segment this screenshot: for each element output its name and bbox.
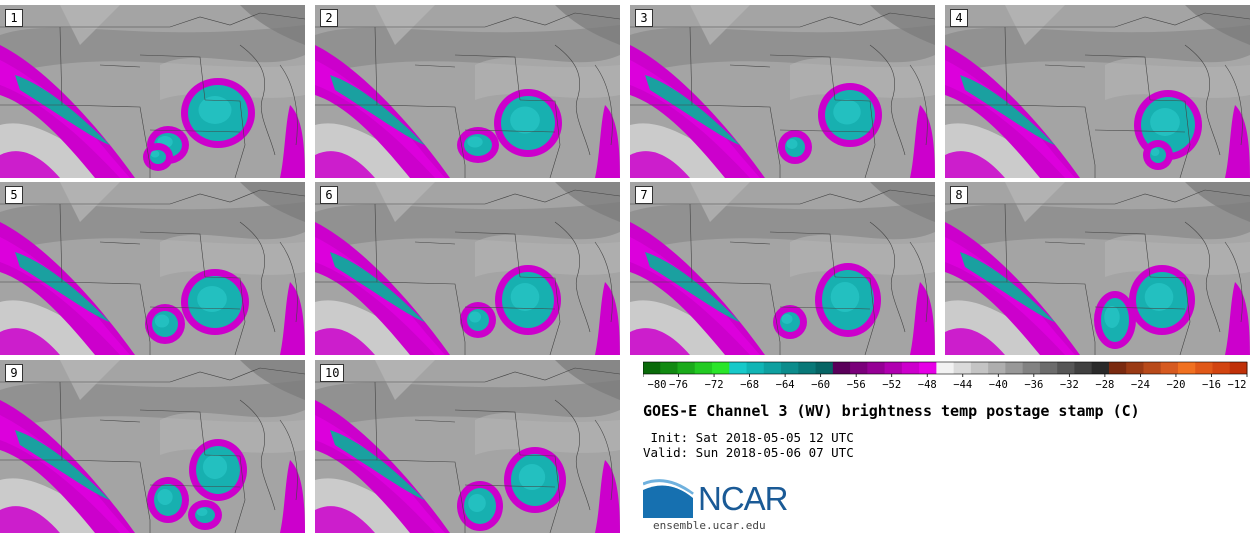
colorbar-tick-label: −76 (669, 379, 688, 391)
colorbar-swatch (1177, 362, 1196, 374)
colorbar-swatch (798, 362, 817, 374)
water-vapor-map (945, 5, 1250, 178)
colorbar-tick-label: −68 (740, 379, 759, 391)
colorbar-tick-label: −36 (1024, 379, 1043, 391)
ensemble-member-panel: 3 (630, 5, 935, 178)
colorbar-tick-label: −12 (1228, 379, 1247, 391)
figure-title: GOES-E Channel 3 (WV) brightness temp po… (643, 402, 1140, 420)
colorbar-swatch (832, 362, 851, 374)
water-vapor-map (315, 5, 620, 178)
init-time: Init: Sat 2018-05-05 12 UTC (643, 430, 854, 445)
colorbar-swatch (1091, 362, 1110, 374)
ensemble-member-panel: 5 (0, 182, 305, 355)
colorbar-swatch (677, 362, 696, 374)
panel-number: 10 (320, 364, 345, 382)
colorbar-swatch (712, 362, 730, 374)
water-vapor-map (630, 182, 935, 355)
colorbar: −80 −76 −72 −68 −64 −60 −56 −52 −48 −44 −40 −36 −32 −… (643, 361, 1248, 391)
ensemble-member-panel: 4 (945, 5, 1250, 178)
colorbar-tick-label: −52 (882, 379, 901, 391)
colorbar-swatch (1212, 362, 1231, 374)
panel-number: 2 (320, 9, 338, 27)
colorbar-swatch (643, 362, 661, 374)
colorbar-swatch (1126, 362, 1144, 374)
colorbar-swatch (1039, 362, 1058, 374)
panel-number: 6 (320, 186, 338, 204)
panel-number: 9 (5, 364, 23, 382)
panel-number: 7 (635, 186, 653, 204)
colorbar-swatch (1005, 362, 1024, 374)
source-url: ensemble.ucar.edu (653, 519, 766, 532)
ensemble-member-panel: 9 (0, 360, 305, 533)
water-vapor-map (945, 182, 1250, 355)
colorbar-swatch (660, 362, 679, 374)
water-vapor-map (630, 5, 935, 178)
colorbar-tick-label: −32 (1060, 379, 1079, 391)
water-vapor-map (0, 182, 305, 355)
colorbar-tick-label: −48 (918, 379, 937, 391)
colorbar-swatch (1229, 362, 1248, 374)
panel-number: 3 (635, 9, 653, 27)
panel-number: 1 (5, 9, 23, 27)
water-vapor-map (0, 5, 305, 178)
colorbar-tick-label: −24 (1131, 379, 1150, 391)
water-vapor-map (315, 182, 620, 355)
panel-number: 4 (950, 9, 968, 27)
valid-time: Valid: Sun 2018-05-06 07 UTC (643, 445, 854, 460)
colorbar-tick-label: −20 (1166, 379, 1185, 391)
colorbar-swatch (1143, 362, 1162, 374)
colorbar-swatch (919, 362, 937, 374)
colorbar-swatch (936, 362, 955, 374)
colorbar-swatch (1195, 362, 1213, 374)
colorbar-swatch (884, 362, 903, 374)
colorbar-swatch (901, 362, 920, 374)
ensemble-member-panel: 2 (315, 5, 620, 178)
colorbar-tick-label: −56 (847, 379, 866, 391)
colorbar-tick-label: −16 (1202, 379, 1221, 391)
colorbar-swatch (746, 362, 765, 374)
colorbar-swatch (1108, 362, 1127, 374)
colorbar-swatch (970, 362, 989, 374)
ensemble-member-panel: 10 (315, 360, 620, 533)
colorbar-swatch (953, 362, 972, 374)
colorbar-tick-label: −60 (811, 379, 830, 391)
ensemble-member-panel: 8 (945, 182, 1250, 355)
colorbar-swatch (1022, 362, 1041, 374)
ncar-logo-text: NCAR (698, 480, 789, 517)
ncar-logo-icon (643, 479, 694, 518)
colorbar-swatch (815, 362, 834, 374)
water-vapor-map (0, 360, 305, 533)
colorbar-swatch (1160, 362, 1179, 374)
colorbar-swatch (763, 362, 782, 374)
colorbar-swatch (1074, 362, 1093, 374)
ensemble-member-panel: 7 (630, 182, 935, 355)
colorbar-swatch (850, 362, 868, 374)
colorbar-swatch (781, 362, 799, 374)
panel-number: 5 (5, 186, 23, 204)
colorbar-tick-label: −64 (776, 379, 795, 391)
colorbar-swatch (694, 362, 713, 374)
ensemble-member-panel: 6 (315, 182, 620, 355)
colorbar-tick-label: −44 (953, 379, 972, 391)
colorbar-tick-label: −40 (989, 379, 1008, 391)
colorbar-swatch (988, 362, 1006, 374)
colorbar-swatch (1057, 362, 1075, 374)
ensemble-member-panel: 1 (0, 5, 305, 178)
colorbar-tick-label: −72 (705, 379, 724, 391)
colorbar-swatch (729, 362, 748, 374)
panel-number: 8 (950, 186, 968, 204)
colorbar-tick-label: −80 (648, 379, 667, 391)
colorbar-tick-label: −28 (1095, 379, 1114, 391)
water-vapor-map (315, 360, 620, 533)
colorbar-swatch (867, 362, 886, 374)
